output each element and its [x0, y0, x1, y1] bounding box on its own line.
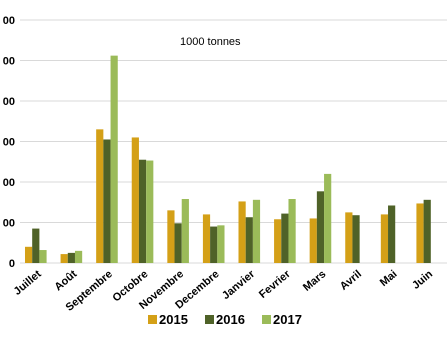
y-tick-label: 00 [3, 96, 15, 108]
legend-swatch-2016 [205, 315, 214, 324]
bar-2016-septembre [103, 139, 111, 263]
bar-2017-juillet [39, 250, 47, 263]
bar-2015-octobre [131, 137, 139, 263]
bar-2016-octobre [138, 159, 147, 263]
legend-swatch-2017 [262, 315, 271, 324]
x-tick-label: Juillet [12, 268, 44, 298]
bar-2015-juin [416, 203, 424, 263]
bar-2015-decembre [202, 214, 211, 263]
x-tick-label: Mai [378, 268, 400, 289]
legend-label-2017: 2017 [273, 312, 302, 327]
y-tick-label: 0 [9, 258, 15, 270]
legend-label-2015: 2015 [159, 312, 188, 327]
x-tick-label: Fevrier [257, 268, 293, 301]
bar-2015-mars [309, 218, 317, 263]
bar-2017-fevrier [288, 199, 296, 263]
unit-label: 1000 tonnes [180, 36, 241, 48]
bar-2017-août [74, 250, 83, 263]
bar-2017-septembre [110, 55, 118, 263]
bars [24, 55, 431, 263]
bar-2016-mai [388, 205, 396, 263]
bar-2016-août [67, 252, 75, 263]
x-tick-label: Août [52, 268, 79, 294]
bar-2016-juin [423, 199, 431, 263]
x-tick-label: Janvier [220, 268, 258, 302]
x-tick-label: Juin [410, 268, 435, 292]
gridlines [20, 19, 447, 264]
x-tick-label: Mars [301, 268, 328, 294]
legend-label-2016: 2016 [216, 312, 245, 327]
legend: 2015 2016 2017 [148, 312, 302, 327]
bar-2015-août [60, 254, 68, 263]
bar-2016-novembre [174, 223, 182, 263]
y-tick-label: 00 [3, 218, 15, 230]
bar-2016-decembre [210, 226, 218, 263]
y-tick-label: 00 [3, 177, 15, 189]
bar-2015-septembre [96, 129, 104, 263]
y-tick-label: 00 [3, 15, 15, 27]
bar-2016-janvier [245, 217, 253, 263]
bar-2015-avril [345, 212, 353, 263]
bar-2016-fevrier [281, 213, 289, 263]
bar-2017-mars [324, 173, 332, 263]
y-tick-label: 00 [3, 137, 15, 149]
x-axis-labels: Juillet AoûtSeptembreOctobreNovembreDecem… [12, 268, 436, 314]
bar-2015-novembre [167, 210, 175, 263]
bar-2017-novembre [181, 199, 189, 263]
bar-2016-avril [352, 215, 360, 263]
x-tick-label: Avril [338, 268, 364, 293]
bar-2016-juillet [32, 228, 40, 263]
bar-2017-janvier [252, 199, 261, 263]
bar-2015-juillet [24, 246, 33, 263]
bar-2015-fevrier [274, 219, 282, 263]
bar-2017-octobre [146, 160, 154, 263]
bar-2015-mai [380, 214, 389, 263]
bar-2017-decembre [217, 225, 225, 263]
bar-2016-mars [316, 191, 325, 263]
legend-swatch-2015 [148, 315, 157, 324]
y-tick-label: 00 [3, 56, 15, 68]
bar-2015-janvier [238, 201, 246, 263]
